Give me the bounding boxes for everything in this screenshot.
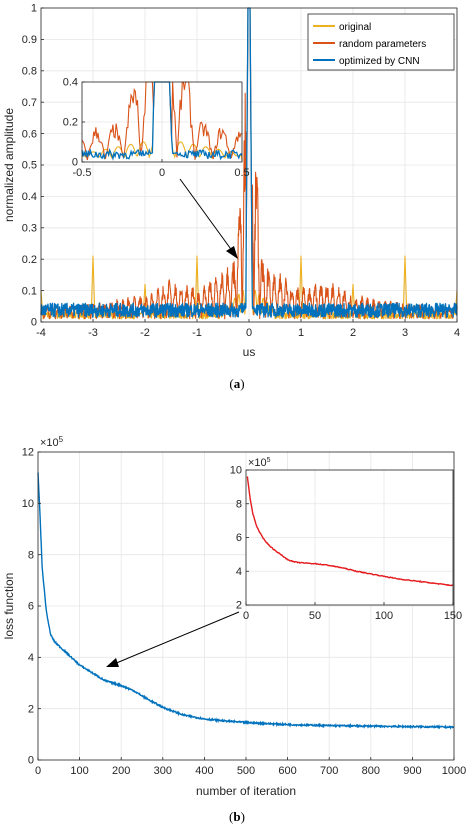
- chart-b-xtick-label-8: 800: [362, 765, 380, 777]
- chart-a-arrow: [179, 178, 238, 259]
- legend-label-original: original: [339, 22, 371, 33]
- chart-a-ytick-label-4: 0.4: [22, 191, 37, 203]
- chart-b-inset-ytick-label-0: 2: [236, 600, 242, 612]
- chart-b-inset-series-0: [246, 476, 454, 587]
- chart-a-inset-ytick-label-2: 0.4: [63, 77, 78, 89]
- chart-b-inset-ytick-label-1: 4: [236, 566, 242, 578]
- chart-b-xtick-label-0: 0: [35, 765, 41, 777]
- chart-b-inset: 0 50 100 150 2 4 6 8 10 ×105: [230, 457, 462, 622]
- chart-a-grid: [40, 7, 458, 323]
- chart-a-xtick-label-3: -1: [192, 327, 202, 339]
- chart-b-ytick-label-0: 0: [28, 755, 34, 767]
- chart-b-ytick-label-5: 10: [22, 498, 34, 510]
- chart-b-inset-ytick-label-2: 6: [236, 532, 242, 544]
- chart-b-inset-xtick-label-2: 100: [375, 610, 393, 622]
- chart-a-xtick-label-6: 2: [350, 327, 356, 339]
- chart-b-ytick-label-3: 6: [28, 601, 34, 613]
- chart-b-xtick-label-2: 200: [112, 765, 130, 777]
- chart-a-inset-ytick-label-0: 0: [72, 157, 78, 169]
- chart-a-inset-ytick-label-1: 0.2: [63, 117, 78, 129]
- chart-b-arrow: [106, 611, 240, 667]
- chart-a-ytick-label-7: 0.7: [22, 97, 37, 109]
- chart-a-inset-xtick-label-2: 0.5: [234, 167, 249, 179]
- chart-b-inset-xtick-label-0: 0: [243, 610, 249, 622]
- chart-b-inset-ytick-label-3: 8: [236, 498, 242, 510]
- chart-a-ylabel: normalized amplitude: [2, 108, 16, 222]
- chart-a-inset-xtick-label-1: 0: [159, 167, 165, 179]
- chart-a-ytick-label-8: 0.8: [22, 65, 37, 77]
- chart-a-ytick-label-1: 0.1: [22, 285, 37, 297]
- chart-a-ytick-label-0: 0: [31, 317, 37, 329]
- chart-a-xlabel: us: [243, 345, 256, 359]
- chart-a-ytick-label-2: 0.2: [22, 254, 37, 266]
- chart-b-xtick-label-4: 400: [195, 765, 213, 777]
- chart-a-ytick-label-5: 0.5: [22, 160, 37, 172]
- chart-b-ytick-label-4: 8: [28, 549, 34, 561]
- chart-b-inset-ticks: 0 50 100 150 2 4 6 8 10: [230, 465, 462, 622]
- legend-label-optimized: optimized by CNN: [339, 56, 420, 67]
- chart-b: 0 100 200 300 400 500 600 700 800 900 100002468101…: [2, 435, 466, 824]
- chart-b-xtick-label-5: 500: [237, 765, 255, 777]
- chart-a-xtick-label-2: -2: [140, 327, 150, 339]
- chart-a: -4 -3 -2 -1 0 1 2 3 4 0 0.1 0.2 0.3 0.4 0.5 0.6 0.7 0.8 0.…: [2, 3, 460, 391]
- chart-b-xtick-label-7: 700: [320, 765, 338, 777]
- chart-a-ytick-label-6: 0.6: [22, 128, 37, 140]
- chart-a-ytick-label-3: 0.3: [22, 222, 37, 234]
- chart-a-xtick-label-8: 4: [454, 327, 460, 339]
- legend-label-random: random parameters: [339, 39, 426, 50]
- chart-b-series: [37, 472, 455, 730]
- chart-b-ytick-label-2: 4: [28, 652, 34, 664]
- chart-b-inset-xtick-label-1: 50: [309, 610, 321, 622]
- chart-a-xtick-label-1: -3: [88, 327, 98, 339]
- chart-b-ticks: 0 100 200 300 400 500 600 700 800 900 100002468101…: [22, 447, 466, 777]
- chart-b-ytick-label-1: 2: [28, 703, 34, 715]
- chart-a-inset-ticks: -0.5 0 0.500.20.4: [63, 77, 250, 179]
- chart-b-xtick-label-6: 600: [278, 765, 296, 777]
- chart-b-ytick-label-6: 12: [22, 447, 34, 459]
- chart-b-xlabel: number of iteration: [196, 784, 296, 798]
- chart-b-xtick-label-10: 1000: [442, 765, 466, 777]
- chart-a-inset: -0.5 0 0.500.20.4: [63, 77, 250, 179]
- chart-a-xtick-label-4: 0: [246, 327, 252, 339]
- chart-b-inset-series: [246, 476, 454, 587]
- chart-a-xtick-label-7: 3: [402, 327, 408, 339]
- chart-b-inset-xtick-label-3: 150: [444, 610, 462, 622]
- chart-b-xtick-label-3: 300: [154, 765, 172, 777]
- chart-b-inset-ytick-label-4: 10: [230, 465, 242, 477]
- chart-b-panel-label: (b): [229, 809, 245, 824]
- chart-a-ticks: -4 -3 -2 -1 0 1 2 3 4 0 0.1 0.2 0.3 0.4 0.5 0.6 0.7 0.8 0.…: [22, 3, 460, 339]
- chart-a-legend: original random parameters optimized by …: [307, 13, 455, 71]
- chart-a-xtick-label-0: -4: [36, 327, 46, 339]
- chart-b-ylabel: loss function: [2, 573, 16, 640]
- chart-b-series-0: [37, 472, 455, 730]
- chart-a-xtick-label-5: 1: [298, 327, 304, 339]
- chart-b-y-exponent: ×105: [40, 435, 64, 449]
- chart-a-ytick-label-9: 0.9: [22, 34, 37, 46]
- chart-b-xtick-label-1: 100: [70, 765, 88, 777]
- chart-b-inset-y-exponent: ×105: [248, 457, 271, 469]
- chart-a-ytick-label-10: 1: [31, 3, 37, 15]
- chart-a-inset-xtick-label-0: -0.5: [73, 167, 92, 179]
- chart-b-xtick-label-9: 900: [403, 765, 421, 777]
- chart-a-panel-label: (a): [229, 376, 244, 391]
